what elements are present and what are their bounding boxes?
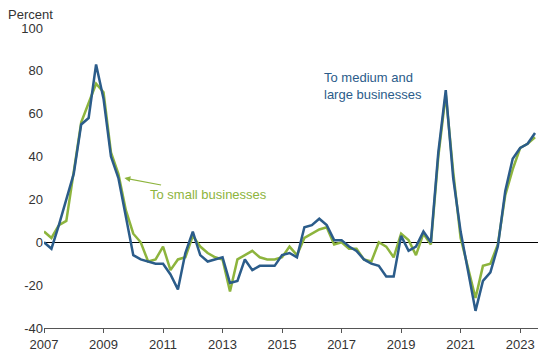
svg-text:0: 0 bbox=[36, 235, 43, 250]
svg-text:2015: 2015 bbox=[268, 337, 297, 352]
svg-text:100: 100 bbox=[21, 21, 43, 36]
svg-text:2013: 2013 bbox=[208, 337, 237, 352]
svg-text:2007: 2007 bbox=[30, 337, 59, 352]
svg-text:2011: 2011 bbox=[149, 337, 177, 352]
svg-text:80: 80 bbox=[29, 63, 43, 78]
svg-text:-20: -20 bbox=[24, 278, 43, 293]
svg-text:40: 40 bbox=[29, 149, 43, 164]
svg-text:2023: 2023 bbox=[506, 337, 535, 352]
svg-text:20: 20 bbox=[29, 192, 43, 207]
svg-text:-40: -40 bbox=[24, 321, 43, 336]
svg-text:To small businesses: To small businesses bbox=[150, 187, 267, 202]
svg-text:2009: 2009 bbox=[89, 337, 118, 352]
svg-text:60: 60 bbox=[29, 106, 43, 121]
svg-text:Percent: Percent bbox=[8, 7, 53, 22]
svg-text:2019: 2019 bbox=[387, 337, 416, 352]
svg-text:To medium andlarge businesses: To medium andlarge businesses bbox=[324, 70, 422, 102]
svg-text:2021: 2021 bbox=[446, 337, 475, 352]
svg-text:2017: 2017 bbox=[327, 337, 356, 352]
